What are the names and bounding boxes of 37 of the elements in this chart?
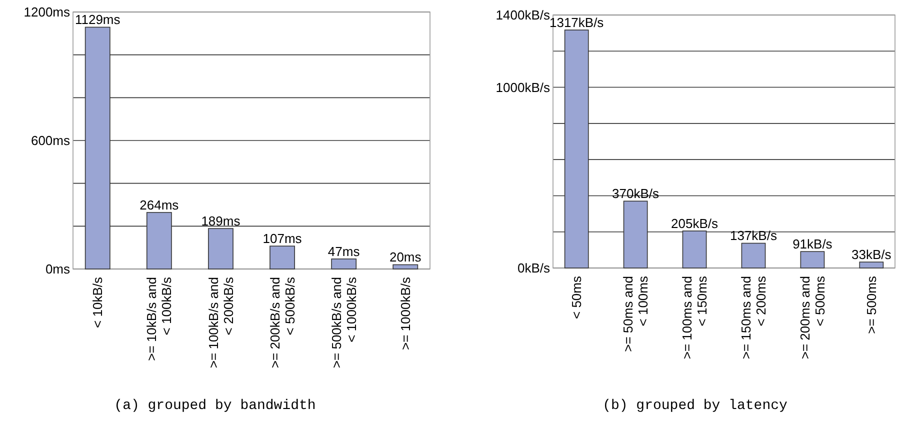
x-tick-label: >= 100kB/s and < 200kB/s [206,276,236,368]
bar [270,246,295,270]
y-tick-label: 0ms [45,262,70,277]
x-tick-label: >= 50ms and < 100ms [620,276,651,352]
x-tick-label: >= 100ms and < 150ms [680,276,710,360]
data-label: 107ms [262,231,302,246]
bar [800,251,825,268]
data-label: 137kB/s [730,228,778,244]
y-tick-label: 1400kB/s [496,8,550,23]
y-tick-label: 1000kB/s [496,80,550,95]
bar [331,258,357,270]
bar [392,264,418,270]
x-tick-label: < 10kB/s [90,276,106,328]
x-tick-label: >= 500kB/s and < 1000kB/s [328,276,359,368]
text: (a) grouped by bandwidth [114,398,316,414]
y-tick-label: 600ms [30,133,70,148]
x-tick-label: >= 500ms [864,276,879,334]
data-label: 33kB/s [852,247,892,262]
x-tick-label: >= 150ms and < 200ms [738,276,769,360]
data-label: 20ms [389,250,422,265]
data-label: 264ms [140,197,180,212]
text: (b) grouped by latency [602,398,788,414]
x-tick-label: >= 200ms and < 500ms [798,276,828,360]
x-tick-label: >= 1000kB/s [398,276,413,350]
x-tick-label: >= 10kB/s and < 100kB/s [144,276,174,361]
x-tick-label: >= 200kB/s and < 500kB/s [267,276,298,368]
bar [859,262,884,268]
y-tick-label: 0kB/s [517,260,550,276]
data-label: 1317kB/s [549,15,604,30]
bar [741,242,766,268]
y-tick-label: 1200ms [24,4,70,20]
x-tick-label: < 50ms [569,276,584,319]
data-label: 1129ms [74,12,121,28]
data-label: 47ms [328,244,360,259]
data-label: 189ms [201,214,241,229]
data-label: 91kB/s [792,236,833,252]
data-label: 205kB/s [671,216,718,231]
